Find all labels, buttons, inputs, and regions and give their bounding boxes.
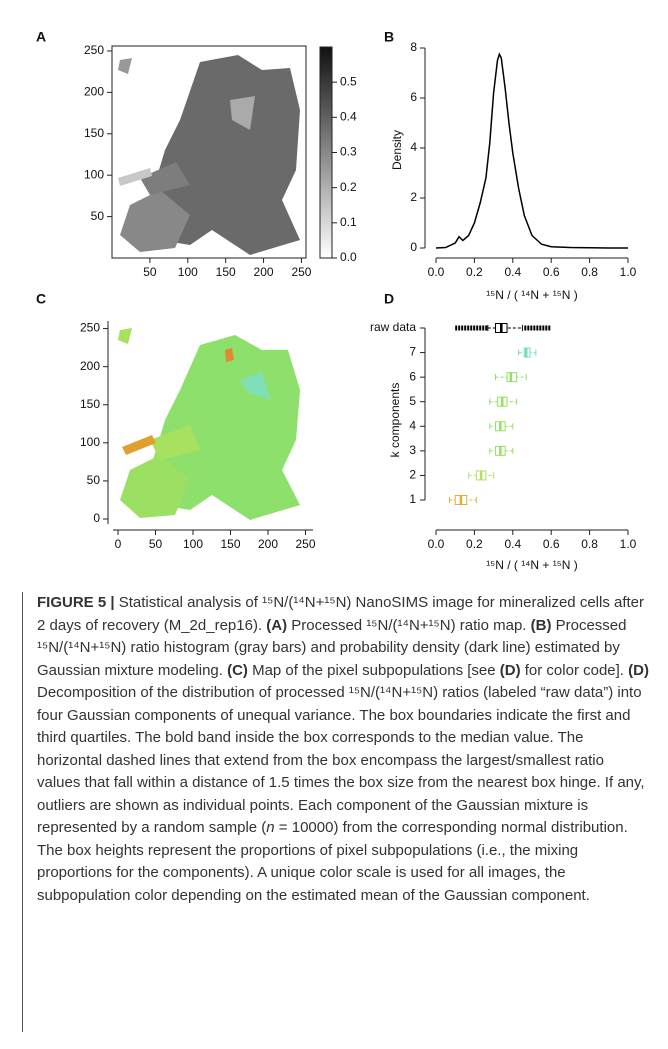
caption-run: (D) [628,661,649,679]
y-tick-label: 50 [87,473,101,487]
map-region [118,58,132,74]
y-tick-label: 5 [409,394,416,408]
caption-run: Map of the pixel subpopulations [see [247,661,500,679]
y-tick-label: 0.0 [340,250,357,264]
caption-run: Decomposition of the distribution of pro… [37,684,645,836]
caption-run: n [266,819,275,836]
y-axis-label: k components [388,383,402,458]
x-tick-label: 0.2 [466,537,483,551]
map-region [230,96,255,130]
x-tick-label: 150 [220,537,240,551]
caption-run: (C) [227,661,248,679]
y-tick-label: 8 [410,40,417,54]
map-region [122,435,156,455]
caption: FIGURE 5 | Statistical analysis of ¹⁵N/(… [22,592,649,1032]
caption-run: FIGURE 5 | [37,594,115,611]
y-tick-label: 250 [84,43,104,57]
caption-run: Processed ¹⁵N/(¹⁴N+¹⁵N) ratio map. [287,616,531,634]
y-tick-label: 150 [80,397,100,411]
y-tick-label: 0 [93,511,100,525]
y-tick-label: 200 [84,85,104,99]
x-tick-label: 0.0 [428,265,445,279]
x-tick-label: 0 [115,537,122,551]
x-tick-label: 0.8 [581,537,598,551]
colorbar [319,46,333,259]
x-tick-label: 0.8 [581,265,598,279]
x-tick-label: 0.2 [466,265,483,279]
x-tick-label: 250 [295,537,315,551]
x-tick-label: 50 [149,537,163,551]
y-tick-label: 4 [410,140,417,154]
caption-run: Statistical analysis of ¹⁵N/(¹⁴N+¹⁵N) Na… [37,594,645,634]
map-region [118,328,132,344]
map-region [150,425,200,460]
x-tick-label: 0.6 [543,537,560,551]
caption-run: for color code]. [520,661,629,679]
x-tick-label: 50 [143,265,157,279]
x-tick-label: 0.6 [543,265,560,279]
caption-run: (D) [499,661,521,679]
x-tick-label: 0.0 [428,537,445,551]
y-tick-label: 0.1 [340,215,357,229]
figure: A50 100 150 200 250501001502002500.00.10.20.… [36,29,637,572]
x-tick-label: 200 [258,537,278,551]
y-tick-label: 0 [410,240,417,254]
panel-label: B [384,29,394,45]
density-line [435,52,628,249]
y-tick-label: 0.5 [340,74,357,88]
y-tick-label: 100 [84,167,104,181]
y-tick-label: raw data [370,320,416,334]
y-tick-label: 6 [409,369,416,383]
y-tick-label: 1 [409,492,416,506]
x-tick-label: 150 [216,265,236,279]
panel-label: D [384,291,394,307]
map-region [118,168,152,186]
x-tick-label: 1.0 [620,265,637,279]
x-tick-label: 100 [178,265,198,279]
caption-run: = 10000) from the corresponding normal d… [37,819,628,904]
panel-label: A [36,29,46,45]
y-axis-label: Density [390,130,404,170]
x-tick-label: 200 [254,265,274,279]
y-tick-label: 2 [409,468,416,482]
y-tick-label: 50 [91,209,105,223]
y-tick-label: 6 [410,90,417,104]
y-tick-label: 250 [80,321,100,335]
x-axis-label: ¹⁵N / ( ¹⁴N + ¹⁵N ) [486,558,577,572]
frame [111,45,307,259]
y-tick-label: 0.2 [340,180,357,194]
map-region [120,190,190,252]
map-region [120,455,190,518]
x-tick-label: 0.4 [504,265,521,279]
y-tick-label: 4 [409,418,416,432]
y-tick-label: 100 [80,435,100,449]
map-a [111,45,307,259]
x-tick-label: 250 [291,265,311,279]
x-tick-label: 1.0 [620,537,637,551]
x-axis-label: ¹⁵N / ( ¹⁴N + ¹⁵N ) [486,288,577,302]
y-tick-label: 0.3 [340,145,357,159]
y-tick-label: 200 [80,359,100,373]
panel-label: C [36,291,46,307]
map-region [225,348,234,362]
y-tick-label: 150 [84,126,104,140]
x-tick-label: 0.4 [504,537,521,551]
y-tick-label: 0.4 [340,110,357,124]
map-region [240,372,270,400]
map-c [118,328,300,520]
y-tick-label: 2 [410,190,417,204]
caption-run: (A) [266,616,288,634]
x-tick-label: 100 [183,537,203,551]
caption-run: (B) [530,616,552,634]
map-region [150,55,300,255]
y-tick-label: 7 [409,345,416,359]
y-tick-label: 3 [409,443,416,457]
caption-run: Processed ¹⁵N/(¹⁴N+¹⁵N) ratio histogram … [37,616,627,679]
map-region [140,162,190,195]
